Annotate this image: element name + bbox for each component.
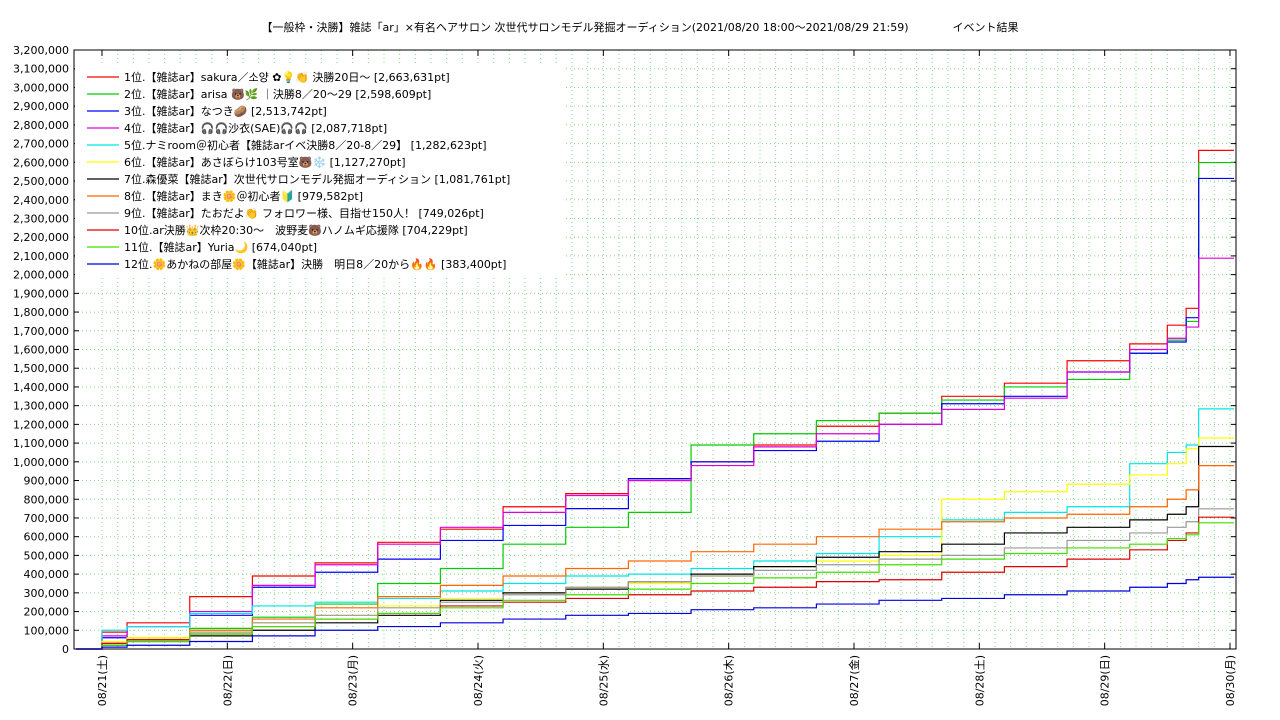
y-tick-label: 1,200,000 xyxy=(13,418,69,431)
legend-entry: 12位.🌼あかねの部屋🌼【雑誌ar】決勝 明日8／20から🔥🔥 [383,400… xyxy=(124,257,506,271)
y-tick-label: 3,100,000 xyxy=(13,63,69,76)
series-line-4 xyxy=(76,257,1234,650)
legend-entry: 8位.【雑誌ar】まき🌼＠初心者🔰 [979,582pt] xyxy=(124,189,363,203)
x-tick-label: 08/25(水) xyxy=(597,655,610,706)
series-line-12 xyxy=(76,576,1234,650)
series-line-11 xyxy=(76,522,1234,650)
y-tick-label: 2,900,000 xyxy=(13,100,69,113)
y-tick-label: 300,000 xyxy=(24,587,70,600)
y-tick-label: 1,300,000 xyxy=(13,400,69,413)
y-tick-label: 800,000 xyxy=(24,493,70,506)
legend-entry: 4位.【雑誌ar】🎧🎧沙衣(SAE)🎧🎧 [2,087,718pt] xyxy=(124,121,387,135)
legend-entry: 7位.森優菜【雑誌ar】次世代サロンモデル発掘オーディション [1,081,76… xyxy=(124,172,510,186)
y-tick-label: 400,000 xyxy=(24,568,70,581)
plot-frame xyxy=(73,49,1237,650)
legend-entry: 5位.ナミroom＠初心者【雑誌arイベ決勝8／20-8／29】 [1,282,… xyxy=(124,138,487,152)
y-tick-label: 1,100,000 xyxy=(13,437,69,450)
x-tick-label: 08/26(木) xyxy=(723,655,736,706)
axis-layer: 0 100,000 200,000 300,000 400,000 500,000 600,… xyxy=(13,44,1237,706)
legend-background xyxy=(75,66,565,276)
y-tick-label: 2,100,000 xyxy=(13,250,69,263)
legend-entry: 9位.【雑誌ar】たおだよ👏 フォロワー様、目指せ150人！ [749,026p… xyxy=(124,206,484,220)
y-tick-label: 600,000 xyxy=(24,531,70,544)
series-line-6 xyxy=(76,437,1234,650)
legend-entry: 3位.【雑誌ar】なつき🥔 [2,513,742pt] xyxy=(124,104,327,118)
y-tick-label: 2,000,000 xyxy=(13,269,69,282)
y-tick-label: 100,000 xyxy=(24,624,70,637)
series-layer xyxy=(76,149,1234,650)
y-tick-label: 3,000,000 xyxy=(13,81,69,94)
y-tick-label: 1,800,000 xyxy=(13,306,69,319)
y-tick-label: 500,000 xyxy=(24,549,70,562)
x-tick-label: 08/30(月) xyxy=(1224,655,1237,706)
y-tick-label: 900,000 xyxy=(24,475,70,488)
x-tick-label: 08/27(金) xyxy=(847,655,861,706)
x-tick-label: 08/24(火) xyxy=(472,655,485,706)
legend: 1位.【雑誌ar】sakura／소양 ✿💡👏 決勝20日〜 [2,663,631… xyxy=(75,66,565,276)
y-tick-label: 3,200,000 xyxy=(13,44,69,57)
x-tick-label: 08/21(土) xyxy=(96,655,109,706)
y-tick-label: 2,700,000 xyxy=(13,138,69,151)
legend-entry: 6位.【雑誌ar】あさぼらけ103号室🐻❄️ [1,127,270pt] xyxy=(124,155,406,169)
legend-entry: 10位.ar決勝👑次枠20:30〜 波野麦🐻ハノムギ応援隊 [704,229pt… xyxy=(124,223,468,237)
y-tick-label: 1,000,000 xyxy=(13,456,69,469)
legend-entry: 11位.【雑誌ar】Yuria🌙 [674,040pt] xyxy=(124,240,317,254)
x-tick-label: 08/29(日) xyxy=(1099,655,1112,706)
y-tick-label: 1,700,000 xyxy=(13,325,69,338)
y-tick-label: 1,900,000 xyxy=(13,287,69,300)
y-tick-label: 2,800,000 xyxy=(13,119,69,132)
legend-entry: 2位.【雑誌ar】arisa 🐻🌿 ｜決勝8／20〜29 [2,598,609p… xyxy=(124,87,431,101)
y-tick-label: 2,600,000 xyxy=(13,156,69,169)
series-line-8 xyxy=(76,465,1234,650)
x-tick-label: 08/23(月) xyxy=(347,655,360,706)
y-tick-label: 1,600,000 xyxy=(13,344,69,357)
y-tick-label: 2,500,000 xyxy=(13,175,69,188)
y-tick-label: 2,400,000 xyxy=(13,194,69,207)
chart-title: 【一般枠・決勝】雑誌「ar」×有名ヘアサロン 次世代サロンモデル発掘オーディショ… xyxy=(261,21,1019,34)
legend-entry: 1位.【雑誌ar】sakura／소양 ✿💡👏 決勝20日〜 [2,663,631… xyxy=(124,70,450,84)
y-tick-label: 1,500,000 xyxy=(13,362,69,375)
y-tick-label: 200,000 xyxy=(24,606,70,619)
x-tick-label: 08/22(日) xyxy=(221,655,234,706)
x-tick-label: 08/28(土) xyxy=(973,655,986,706)
y-tick-label: 700,000 xyxy=(24,512,70,525)
y-tick-label: 0 xyxy=(62,643,69,656)
y-tick-label: 2,200,000 xyxy=(13,231,69,244)
y-tick-label: 2,300,000 xyxy=(13,212,69,225)
y-tick-label: 1,400,000 xyxy=(13,381,69,394)
series-line-5 xyxy=(76,408,1234,650)
